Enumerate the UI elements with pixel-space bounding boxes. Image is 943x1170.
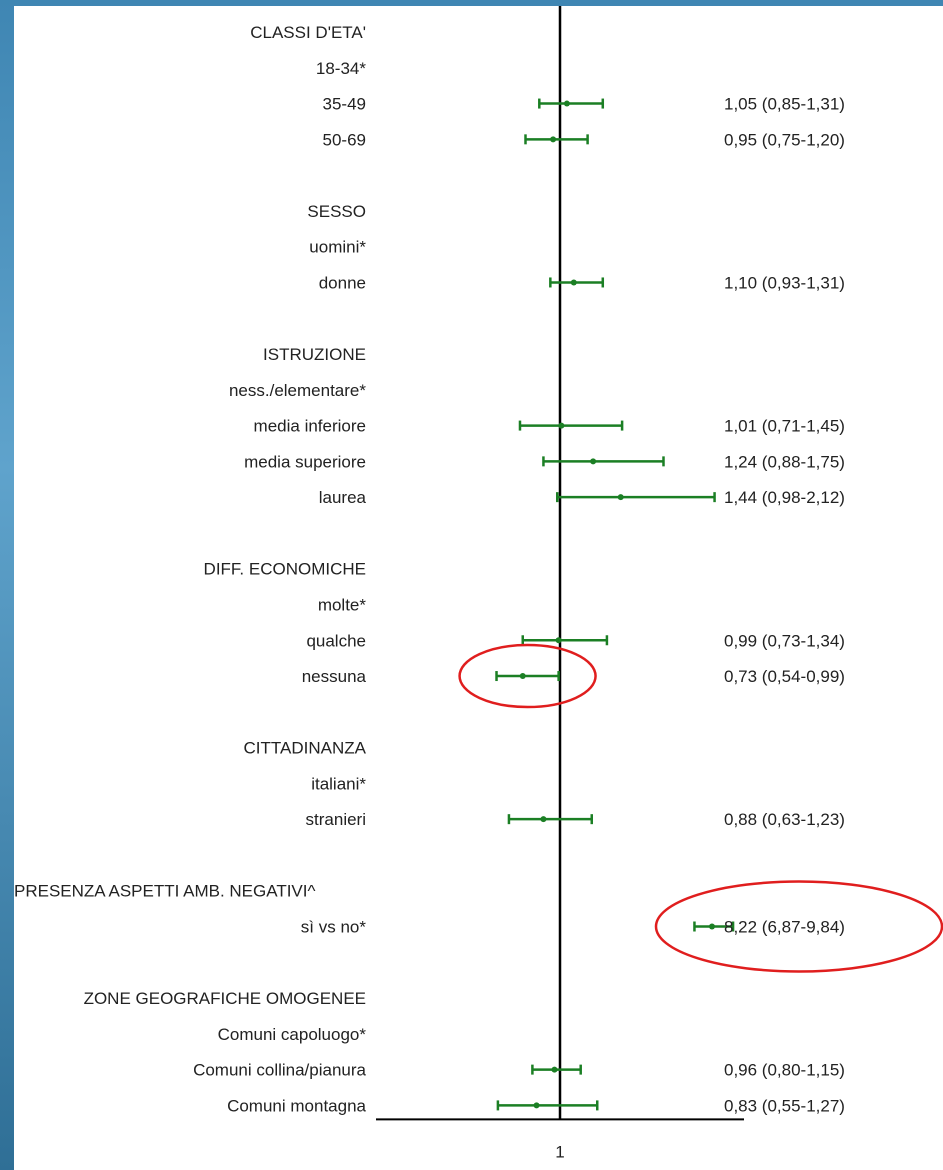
row-label: uomini* [309, 238, 366, 257]
or-value-label: 1,01 (0,71-1,45) [724, 417, 845, 436]
row-label: media inferiore [254, 417, 366, 436]
forest-plot: 1 CLASSI D'ETA' 18-34* 35-49 1,05 (0,85-1,31… [14, 6, 943, 1161]
or-value-label: 0,96 (0,80-1,15) [724, 1061, 845, 1080]
point-estimate [533, 1102, 540, 1109]
row-label: sì vs no* [301, 918, 367, 937]
group-header: ZONE GEOGRAFICHE OMOGENEE [84, 989, 366, 1008]
row-label: qualche [306, 631, 366, 650]
point-estimate [519, 673, 526, 680]
point-estimate [540, 816, 547, 823]
point-estimate [551, 1066, 558, 1073]
or-value-label: 1,10 (0,93-1,31) [724, 273, 845, 292]
row-label: 18-34* [316, 59, 366, 78]
highlight-ellipse [654, 880, 943, 973]
or-value-label: 0,99 (0,73-1,34) [724, 631, 845, 650]
row-label: donne [319, 273, 366, 292]
row-label: Comuni capoluogo* [218, 1025, 367, 1044]
group-header: PRESENZA ASPETTI AMB. NEGATIVI^ [14, 882, 315, 901]
row-label: 35-49 [323, 95, 366, 114]
group-header: DIFF. ECONOMICHE [204, 560, 366, 579]
or-value-label: 0,88 (0,63-1,23) [724, 810, 845, 829]
or-value-label: 0,83 (0,55-1,27) [724, 1096, 845, 1115]
row-label: italiani* [311, 774, 366, 793]
or-value-label: 8,22 (6,87-9,84) [724, 918, 845, 937]
group-header: ISTRUZIONE [263, 345, 366, 364]
row-label: nessuna [302, 667, 367, 686]
point-estimate [550, 136, 557, 143]
point-estimate [558, 422, 565, 429]
group-header: CITTADINANZA [244, 739, 367, 758]
point-estimate [570, 279, 577, 286]
row-label: molte* [318, 595, 367, 614]
row-label: Comuni collina/pianura [193, 1061, 366, 1080]
row-label: stranieri [306, 810, 366, 829]
row-label: media superiore [244, 452, 366, 471]
row-label: ness./elementare* [229, 381, 366, 400]
group-header: CLASSI D'ETA' [250, 23, 366, 42]
or-value-label: 1,24 (0,88-1,75) [724, 452, 845, 471]
highlight-ellipse [458, 643, 597, 709]
point-estimate [617, 494, 624, 501]
group-header: SESSO [307, 202, 366, 221]
row-label: Comuni montagna [227, 1096, 366, 1115]
or-value-label: 0,95 (0,75-1,20) [724, 130, 845, 149]
point-estimate [590, 458, 597, 465]
or-value-label: 1,44 (0,98-2,12) [724, 488, 845, 507]
chart-slide: 1 CLASSI D'ETA' 18-34* 35-49 1,05 (0,85-1,31… [14, 6, 943, 1170]
or-value-label: 0,73 (0,54-0,99) [724, 667, 845, 686]
point-estimate [563, 100, 570, 107]
point-estimate [709, 923, 715, 930]
row-label: laurea [319, 488, 367, 507]
or-value-label: 1,05 (0,85-1,31) [724, 95, 845, 114]
row-label: 50-69 [323, 130, 366, 149]
point-estimate [555, 637, 562, 644]
x-tick-label: 1 [555, 1142, 564, 1161]
